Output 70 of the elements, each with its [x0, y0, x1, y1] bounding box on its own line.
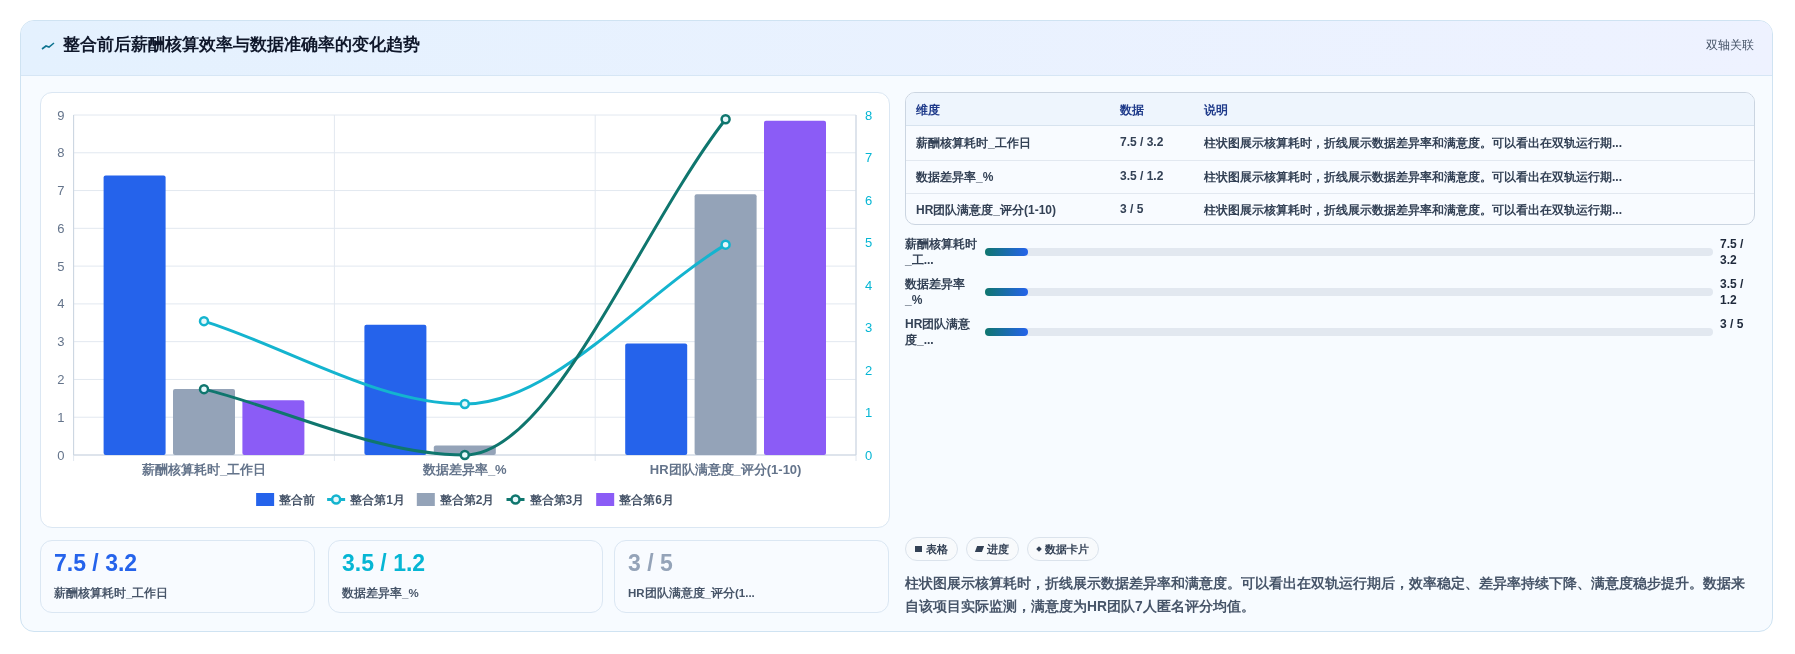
y-tick-label: 2: [57, 371, 65, 387]
x-tick-label: HR团队满意度_评分(1-10): [649, 462, 802, 477]
y-tick-label: 9: [57, 107, 65, 123]
y-tick-label: 0: [57, 447, 65, 463]
text: 数据: [1120, 102, 1144, 119]
y2-tick-label: 8: [865, 107, 873, 123]
y2-tick-label: 6: [865, 192, 873, 208]
text: 数据差异率_%: [905, 276, 966, 308]
point: [459, 449, 471, 461]
text: 3.5 / 1.2: [1720, 276, 1745, 308]
y2-tick-label: 2: [865, 362, 873, 378]
legend-label: 整合第3月: [528, 492, 585, 507]
x-tick-label: 薪酬核算耗时_工作日: [140, 462, 267, 477]
y-tick-label: 1: [57, 409, 65, 425]
text: 3.5 / 1.2: [342, 550, 426, 577]
y2-tick-label: 0: [865, 447, 873, 463]
text: 3 / 5: [1720, 316, 1745, 332]
text: 柱状图展示核算耗时，折线展示数据差异率和满意度。可以看出在双轨运行期...: [1204, 135, 1623, 152]
chart-title: 整合前后薪酬核算效率与数据准确率的变化趋势: [63, 34, 420, 56]
text: 7.5 / 3.2: [54, 550, 138, 577]
bar: [173, 388, 235, 455]
bar: [242, 400, 305, 455]
bar: [103, 175, 166, 455]
text: 柱状图展示核算耗时，折线展示数据差异率和满意度。可以看出在双轨运行期后，效率稳定、差异率持续下降、满意度稳步提升。数据来自该项目实际监测，满意度为HR团队7人匿名评分均值。: [905, 575, 1746, 616]
y-tick-label: 7: [57, 183, 65, 199]
point: [198, 315, 210, 327]
y-tick-label: 4: [57, 296, 65, 312]
legend-label: 整合第1月: [349, 492, 405, 507]
text: 柱状图展示核算耗时，折线展示数据差异率和满意度。可以看出在双轨运行期...: [1204, 202, 1623, 219]
text: 3 / 5: [1120, 202, 1144, 216]
y2-tick-label: 5: [865, 235, 873, 250]
point: [459, 398, 471, 410]
y2-tick-label: 7: [865, 150, 873, 165]
y-tick-label: 6: [57, 220, 65, 236]
point: [720, 114, 731, 125]
text: 3.5 / 1.2: [1120, 168, 1164, 183]
text: 3 / 5: [628, 550, 673, 577]
y2-tick-label: 4: [865, 277, 873, 293]
bar: [364, 324, 427, 455]
text: 7.5 / 3.2: [1120, 135, 1164, 149]
point: [720, 239, 731, 250]
text: 说明: [1204, 102, 1228, 119]
y2-tick-label: 1: [865, 405, 873, 420]
text: HR团队满意度_...: [905, 316, 972, 348]
text: 双轴关联: [1706, 37, 1754, 54]
text: 薪酬核算耗时_工作日: [54, 586, 169, 601]
y-tick-label: 5: [57, 258, 65, 274]
text: 薪酬核算耗时_工作日: [916, 135, 1031, 152]
point: [198, 383, 210, 395]
text: 薪酬核算耗时_工...: [905, 236, 978, 268]
x-tick-label: 数据差异率_%: [421, 462, 508, 477]
text: 维度: [916, 102, 940, 119]
y-tick-label: 8: [57, 145, 65, 161]
text: HR团队满意度_评分(1...: [628, 586, 755, 601]
text: 表格: [926, 541, 948, 557]
bar: [764, 120, 826, 455]
text: HR团队满意度_评分(1-10): [916, 202, 1057, 219]
bar: [625, 343, 688, 455]
text: 进度: [987, 541, 1009, 557]
text: 数据卡片: [1045, 541, 1089, 557]
y-tick-label: 3: [57, 334, 65, 350]
legend-label: 整合第2月: [438, 492, 495, 507]
legend-label: 整合前: [278, 492, 316, 507]
y2-tick-label: 3: [865, 320, 873, 335]
text: 柱状图展示核算耗时，折线展示数据差异率和满意度。可以看出在双轨运行期...: [1204, 168, 1623, 186]
legend-label: 整合第6月: [618, 492, 674, 507]
text: 7.5 / 3.2: [1720, 236, 1745, 268]
text: 数据差异率_%: [342, 586, 419, 601]
text: 数据差异率_%: [916, 168, 994, 186]
bar: [694, 194, 757, 455]
